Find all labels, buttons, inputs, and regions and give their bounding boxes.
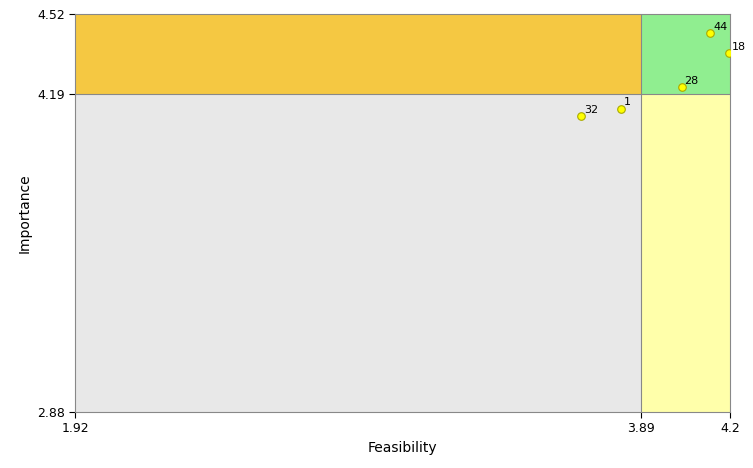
X-axis label: Feasibility: Feasibility — [368, 441, 437, 455]
Text: 1: 1 — [624, 97, 631, 108]
Point — [723, 49, 735, 57]
Point — [575, 112, 587, 120]
Point — [615, 105, 627, 112]
Point — [704, 29, 716, 37]
Text: 28: 28 — [684, 76, 699, 86]
Text: 18: 18 — [732, 42, 746, 51]
Text: 32: 32 — [584, 105, 598, 115]
Bar — [75, 14, 642, 94]
Bar — [642, 94, 730, 412]
Bar — [75, 94, 642, 412]
Bar — [642, 14, 730, 94]
Point — [675, 83, 687, 90]
Y-axis label: Importance: Importance — [17, 173, 32, 253]
Text: 44: 44 — [713, 22, 727, 32]
